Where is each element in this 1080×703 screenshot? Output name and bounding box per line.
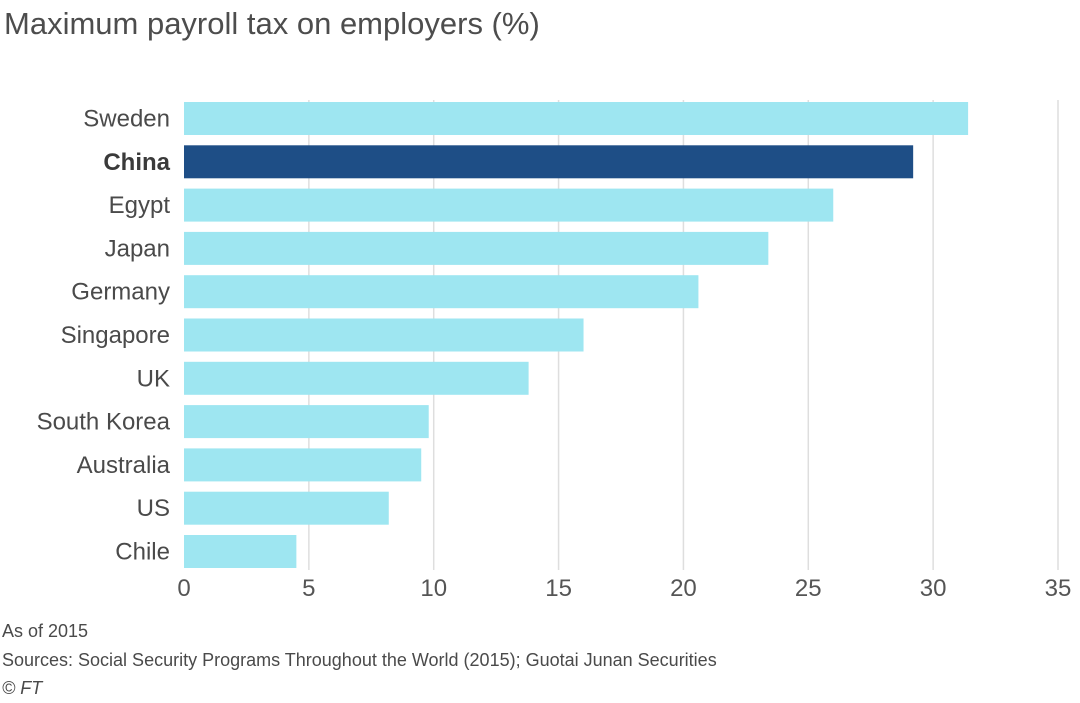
- bar-sweden: [184, 102, 969, 135]
- category-label: US: [137, 495, 170, 522]
- footer-note: As of 2015: [2, 621, 89, 641]
- x-tick-label: 15: [545, 575, 572, 602]
- category-label: Japan: [105, 235, 170, 262]
- x-tick-label: 10: [420, 575, 447, 602]
- category-label: Germany: [71, 279, 170, 306]
- x-tick-label: 25: [795, 575, 822, 602]
- category-label: Chile: [115, 539, 170, 566]
- category-label: UK: [137, 365, 170, 392]
- footer-copyright: © FT: [2, 678, 43, 698]
- bar-singapore: [184, 318, 584, 352]
- bar-uk: [184, 361, 529, 395]
- bar-chart: Sweden China Egypt Japan Germany Singapore UK S…: [37, 100, 1071, 602]
- bar-chile: [184, 535, 297, 568]
- footer-sources: Sources: Social Security Programs Throug…: [2, 650, 717, 670]
- category-labels: Sweden China Egypt Japan Germany Singapore UK S…: [37, 106, 171, 566]
- category-label: Australia: [77, 452, 171, 479]
- bar-south-korea: [184, 405, 429, 439]
- x-tick-label: 0: [177, 575, 190, 602]
- bars: [184, 102, 969, 568]
- category-label: Sweden: [83, 106, 170, 133]
- chart-title: Maximum payroll tax on employers (%): [4, 6, 540, 41]
- bar-japan: [184, 231, 769, 265]
- x-tick-label: 30: [920, 575, 947, 602]
- x-axis-ticks: 0 5 10 15 20 25 30 35: [177, 575, 1071, 602]
- category-label: Singapore: [61, 322, 170, 349]
- bar-china: [184, 145, 914, 179]
- bar-us: [184, 491, 389, 525]
- x-tick-label: 5: [302, 575, 315, 602]
- category-label: Egypt: [109, 192, 171, 219]
- category-label: China: [103, 149, 170, 176]
- bar-germany: [184, 275, 699, 309]
- bar-egypt: [184, 188, 834, 222]
- x-tick-label: 20: [670, 575, 697, 602]
- bar-australia: [184, 448, 422, 482]
- x-tick-label: 35: [1045, 575, 1072, 602]
- category-label: South Korea: [37, 409, 171, 436]
